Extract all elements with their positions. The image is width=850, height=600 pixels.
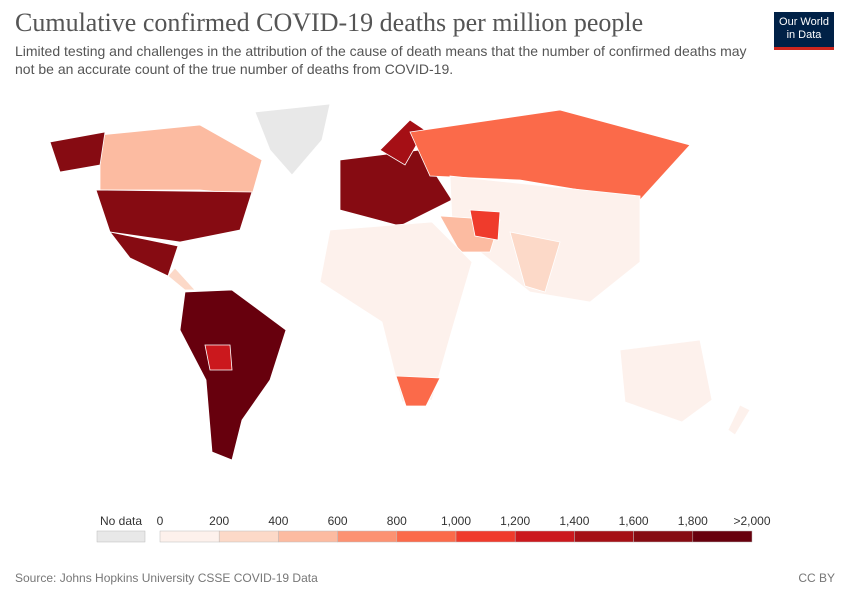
canada[interactable]: [99, 124, 263, 196]
logo-line: in Data: [786, 29, 822, 41]
legend-label: >2,000: [733, 514, 770, 528]
new-zealand[interactable]: [727, 404, 751, 436]
legend-swatch: [396, 530, 457, 543]
legend-swatch: [337, 530, 398, 543]
map: No data 0 200 400 600 800 1,000 1,200 1,400 1,600…: [49, 103, 771, 543]
legend-label: 0: [157, 514, 164, 528]
south-africa[interactable]: [395, 375, 441, 407]
legend: No data 0 200 400 600 800 1,000 1,200 1,400 1,600…: [96, 514, 771, 543]
source: Source: Johns Hopkins University CSSE CO…: [15, 571, 318, 585]
alaska[interactable]: [49, 131, 106, 173]
logo-line: Our World: [779, 16, 829, 28]
legend-swatch: [514, 530, 575, 543]
legend-label: 1,800: [678, 514, 708, 528]
legend-label: 1,400: [559, 514, 589, 528]
south-america[interactable]: [179, 289, 287, 461]
legend-swatch: [218, 530, 279, 543]
central-america[interactable]: [167, 267, 196, 291]
legend-swatch: [633, 530, 694, 543]
bolivia[interactable]: [204, 344, 233, 371]
legend-swatch: [574, 530, 634, 543]
legend-label: 400: [268, 514, 288, 528]
license[interactable]: CC BY: [798, 571, 835, 585]
legend-label: 1,600: [619, 514, 649, 528]
iran[interactable]: [469, 209, 501, 241]
countries: [49, 103, 751, 461]
australia[interactable]: [619, 339, 713, 423]
legend-label: 200: [209, 514, 229, 528]
logo[interactable]: Our World in Data: [774, 12, 834, 50]
legend-swatch: [278, 530, 338, 543]
legend-label: 1,000: [441, 514, 471, 528]
legend-swatch: [455, 530, 516, 543]
legend-no-data-label: No data: [100, 514, 142, 528]
usa[interactable]: [95, 189, 253, 243]
legend-label: 800: [387, 514, 407, 528]
legend-swatch: [692, 530, 753, 543]
legend-swatch: [159, 530, 220, 543]
title: Cumulative confirmed COVID-19 deaths per…: [15, 8, 644, 37]
india[interactable]: [509, 231, 561, 293]
legend-no-data-swatch: [96, 530, 146, 543]
subtitle: Limited testing and challenges in the at…: [15, 43, 747, 77]
africa[interactable]: [319, 221, 473, 403]
greenland[interactable]: [254, 103, 331, 176]
legend-label: 600: [328, 514, 348, 528]
legend-label: 1,200: [500, 514, 530, 528]
